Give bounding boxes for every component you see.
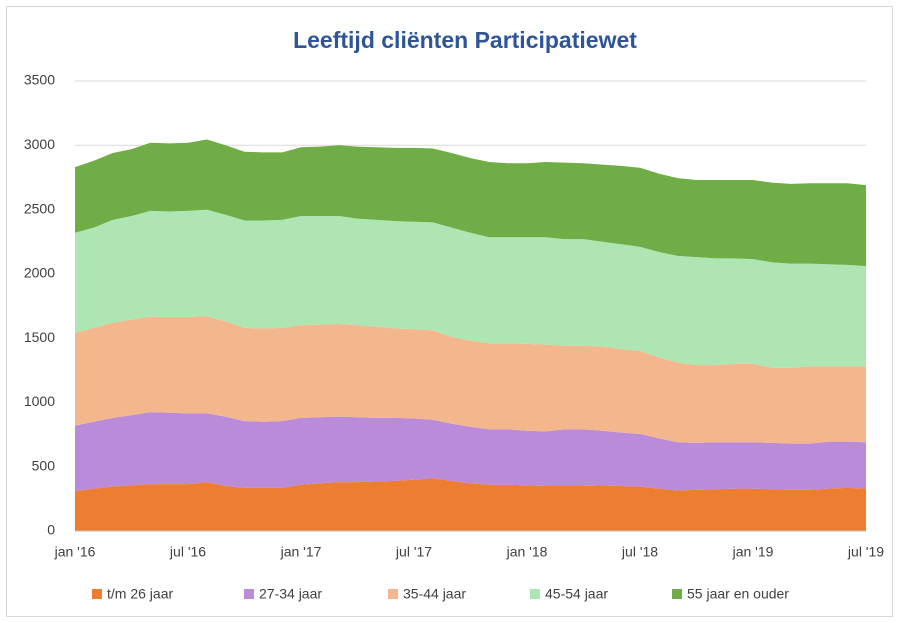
legend-swatch (530, 589, 540, 599)
y-tick-label: 500 (32, 457, 56, 473)
y-tick-label: 3000 (24, 136, 55, 152)
legend-swatch (672, 589, 682, 599)
y-tick-label: 2500 (24, 200, 55, 216)
legend-swatch (388, 589, 398, 599)
y-tick-label: 0 (47, 522, 55, 538)
legend-label: 45-54 jaar (545, 586, 608, 602)
x-tick-label: jul '18 (621, 544, 658, 560)
x-tick-label: jan '17 (280, 544, 322, 560)
y-tick-label: 3500 (24, 72, 55, 88)
y-tick-label: 1500 (24, 329, 55, 345)
legend-swatch (92, 589, 102, 599)
y-tick-label: 1000 (24, 393, 55, 409)
area (75, 412, 866, 492)
legend-label: t/m 26 jaar (107, 586, 173, 602)
area (75, 316, 866, 444)
area (75, 478, 866, 531)
y-tick-label: 2000 (24, 265, 55, 281)
x-tick-label: jan '18 (506, 544, 548, 560)
x-tick-label: jul '17 (395, 544, 432, 560)
area (75, 209, 866, 368)
chart-title: Leeftijd cliënten Participatiewet (293, 27, 637, 53)
legend-label: 27-34 jaar (259, 586, 322, 602)
x-tick-label: jan '19 (732, 544, 774, 560)
x-tick-label: jan '16 (54, 544, 96, 560)
x-tick-label: jul '16 (169, 544, 206, 560)
area (75, 139, 866, 267)
legend-label: 55 jaar en ouder (687, 586, 789, 602)
legend-swatch (244, 589, 254, 599)
x-tick-label: jul '19 (847, 544, 884, 560)
legend-label: 35-44 jaar (403, 586, 466, 602)
